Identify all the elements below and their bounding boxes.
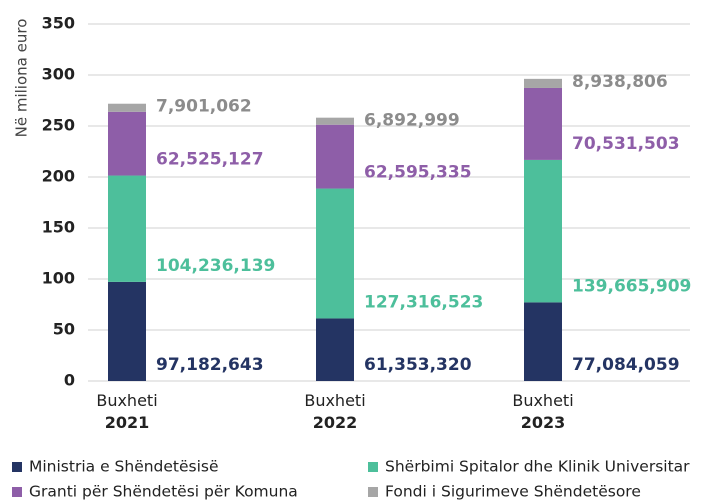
- legend-label: Ministria e Shëndetësisë: [29, 458, 219, 476]
- legend-swatch: [368, 462, 378, 472]
- x-tick-line: 2021: [105, 413, 150, 432]
- y-tick-label: 300: [42, 65, 75, 84]
- x-tick-line: Buxheti: [512, 391, 573, 410]
- data-label: 62,595,335: [364, 163, 472, 183]
- bar-segment: [108, 175, 146, 282]
- data-label: 7,901,062: [156, 97, 252, 117]
- legend-swatch: [368, 487, 378, 497]
- y-tick-label: 350: [42, 14, 75, 33]
- y-axis-label: Në miliona euro: [13, 19, 31, 138]
- y-tick-label: 200: [42, 167, 75, 186]
- bar-segment: [108, 103, 146, 112]
- data-label: 77,084,059: [572, 355, 680, 375]
- x-tick-label: Buxheti 2023: [512, 391, 573, 432]
- data-label: 139,665,909: [572, 276, 691, 296]
- bar-segment: [108, 111, 146, 176]
- data-label: 104,236,139: [156, 256, 275, 276]
- bar-segment: [524, 159, 562, 303]
- legend-swatch: [12, 462, 22, 472]
- y-tick-label: 150: [42, 218, 75, 237]
- x-tick-label: Buxheti 2021: [96, 391, 157, 432]
- legend-label: Fondi i Sigurimeve Shëndetësore: [385, 483, 641, 501]
- data-label: 61,353,320: [364, 355, 472, 375]
- bar-segment: [524, 78, 562, 88]
- data-label: 6,892,999: [364, 111, 460, 131]
- x-tick-line: Buxheti: [96, 391, 157, 410]
- y-tick-label: 50: [53, 320, 75, 339]
- bar-segment: [316, 124, 354, 189]
- y-tick-label: 250: [42, 116, 75, 135]
- y-tick-label: 0: [64, 371, 75, 390]
- bar-segment: [524, 302, 562, 381]
- data-label: 127,316,523: [364, 292, 483, 312]
- bar-segment: [524, 87, 562, 160]
- y-tick-label: 100: [42, 269, 75, 288]
- data-label: 62,525,127: [156, 150, 264, 170]
- bar-segment: [316, 188, 354, 319]
- x-tick-line: 2022: [313, 413, 358, 432]
- bar-segment: [316, 318, 354, 381]
- x-tick-line: 2023: [521, 413, 566, 432]
- bar-segment: [316, 117, 354, 125]
- legend-label: Granti për Shëndetësi për Komuna: [29, 483, 298, 501]
- bar-segment: [108, 281, 146, 381]
- legend-swatch: [12, 487, 22, 497]
- x-tick-line: Buxheti: [304, 391, 365, 410]
- legend-label: Shërbimi Spitalor dhe Klinik Universitar: [385, 458, 690, 476]
- data-label: 97,182,643: [156, 355, 264, 375]
- x-tick-label: Buxheti 2022: [304, 391, 365, 432]
- data-label: 8,938,806: [572, 72, 668, 92]
- data-label: 70,531,503: [572, 134, 680, 154]
